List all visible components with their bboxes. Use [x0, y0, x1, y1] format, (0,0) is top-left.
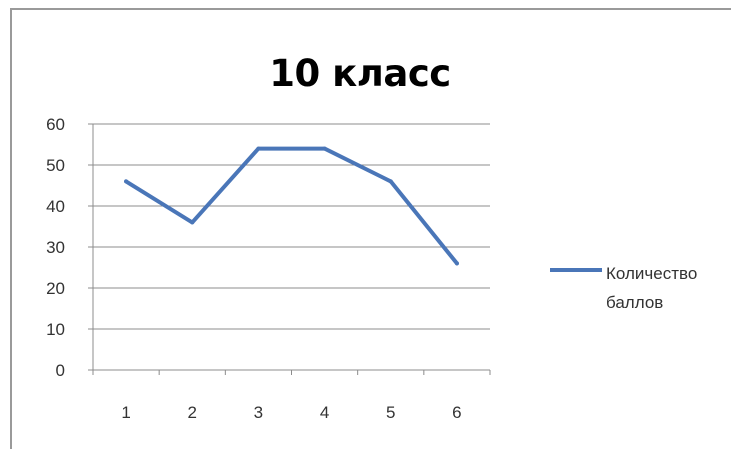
- legend-label: Количество баллов: [606, 264, 698, 312]
- x-axis-ticks: 1 2 3 4 5 6: [121, 403, 461, 422]
- series-line: [124, 146, 459, 266]
- data-point: [190, 220, 195, 225]
- axes: [88, 123, 491, 375]
- gridlines: [93, 123, 490, 330]
- y-tick-label: 50: [46, 156, 65, 175]
- x-tick-label: 5: [386, 403, 395, 422]
- chart-title: 10 класс: [269, 52, 451, 95]
- x-tick-label: 1: [121, 403, 130, 422]
- y-tick-label: 40: [46, 197, 65, 216]
- data-point: [124, 179, 129, 184]
- x-tick-label: 2: [188, 403, 197, 422]
- y-tick-label: 0: [56, 361, 65, 380]
- data-point: [454, 261, 459, 266]
- y-tick-label: 30: [46, 238, 65, 257]
- y-axis-ticks: 0 10 20 30 40 50 60: [46, 115, 65, 380]
- x-tick-label: 4: [320, 403, 329, 422]
- x-tick-label: 3: [254, 403, 263, 422]
- y-tick-label: 20: [46, 279, 65, 298]
- chart-frame: [10, 8, 731, 449]
- x-tick-label: 6: [452, 403, 461, 422]
- data-point: [256, 146, 261, 151]
- series-layer: [124, 146, 459, 266]
- y-tick-label: 10: [46, 320, 65, 339]
- y-tick-label: 60: [46, 115, 65, 134]
- data-point: [322, 146, 327, 151]
- data-point: [388, 179, 393, 184]
